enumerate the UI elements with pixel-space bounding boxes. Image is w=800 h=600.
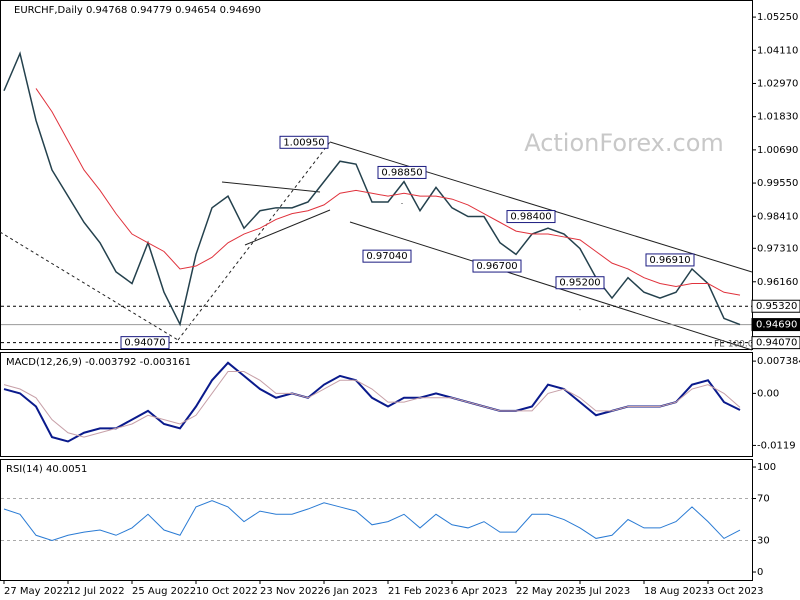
y-tick-label: 1.00690	[757, 145, 798, 156]
annotation-label: 0.98850	[381, 167, 422, 178]
y-tick-label: 0.007384	[757, 356, 800, 367]
fe-label: FE 100.0	[714, 340, 754, 350]
annotation-label: 0.94070	[124, 338, 165, 349]
x-tick-label: 5 Jul 2023	[580, 586, 630, 597]
main-title: EURCHF,Daily 0.94768 0.94779 0.94654 0.9…	[14, 5, 261, 16]
annotation-box	[555, 276, 605, 290]
price-label: 0.95320	[756, 301, 797, 312]
rsi-title: RSI(14) 40.0051	[6, 464, 87, 475]
x-tick-label: 27 May 2022	[4, 586, 69, 597]
series-line	[35, 88, 741, 296]
x-tick-label: 25 Aug 2022	[132, 586, 196, 597]
price-label-box	[751, 318, 800, 332]
annotation-box	[377, 165, 427, 179]
rsi-panel	[0, 459, 753, 581]
y-tick-label: 70	[757, 494, 770, 505]
y-tick-label: -0.0119	[757, 440, 796, 451]
x-tick-label: 10 Oct 2022	[196, 586, 258, 597]
channel-lines	[0, 141, 753, 351]
y-tick-label: 100	[757, 462, 776, 473]
x-tick-label: 22 May 2023	[516, 586, 581, 597]
annotation-label: 0.98400	[510, 212, 551, 223]
x-tick-label: 6 Apr 2023	[452, 586, 507, 597]
y-tick-label: 0.00	[757, 388, 779, 399]
x-tick-label: 23 Nov 2022	[260, 586, 324, 597]
series-line	[3, 51, 741, 327]
price-label: 0.94070	[756, 338, 797, 349]
trend-line	[244, 209, 331, 246]
trend-line	[349, 221, 753, 351]
price-label-box	[751, 299, 800, 313]
series-line	[3, 500, 741, 542]
y-tick-label: 1.02970	[757, 78, 798, 89]
annotation-box	[645, 253, 695, 267]
annotation-label: 0.97040	[366, 251, 407, 262]
annotation-box	[472, 259, 522, 273]
y-tick-label: 1.01830	[757, 112, 798, 123]
y-tick-label: 30	[757, 536, 770, 547]
annotation-box	[506, 210, 556, 224]
trend-line	[329, 141, 753, 273]
annotation-box	[362, 249, 412, 263]
x-tick-label: 6 Jan 2023	[324, 586, 378, 597]
macd-title: MACD(12,26,9) -0.003792 -0.003161	[6, 357, 191, 368]
macd-panel	[0, 352, 753, 457]
y-tick-label: 0	[757, 567, 763, 578]
annotation-label: 0.96910	[649, 255, 690, 266]
annotation-box	[279, 135, 329, 149]
annotation-label: 0.95200	[559, 278, 600, 289]
price-label-box	[751, 336, 800, 350]
trend-line	[0, 231, 179, 341]
y-tick-label: 0.97310	[757, 243, 798, 254]
y-tick-label: 1.04110	[757, 45, 798, 56]
y-tick-label: 1.05250	[757, 12, 798, 23]
annotation-box	[120, 336, 170, 350]
annotation-label: 0.96700	[476, 261, 517, 272]
x-tick-label: 21 Feb 2023	[388, 586, 450, 597]
y-tick-label: 0.98410	[757, 211, 798, 222]
annotation-label: 1.00950	[283, 137, 324, 148]
annotation-anchor	[401, 202, 403, 204]
trend-line	[221, 181, 321, 193]
annotation-anchor	[579, 309, 581, 311]
series-line	[3, 371, 741, 438]
x-tick-label: 18 Aug 2023	[644, 586, 708, 597]
y-tick-label: 0.99550	[757, 178, 798, 189]
price-label: 0.94690	[756, 320, 797, 331]
y-tick-label: 0.96160	[757, 277, 798, 288]
main-panel	[0, 0, 753, 350]
watermark: ActionForex.com	[524, 129, 724, 157]
x-tick-label: 12 Jul 2022	[68, 586, 125, 597]
x-tick-label: 3 Oct 2023	[708, 586, 763, 597]
